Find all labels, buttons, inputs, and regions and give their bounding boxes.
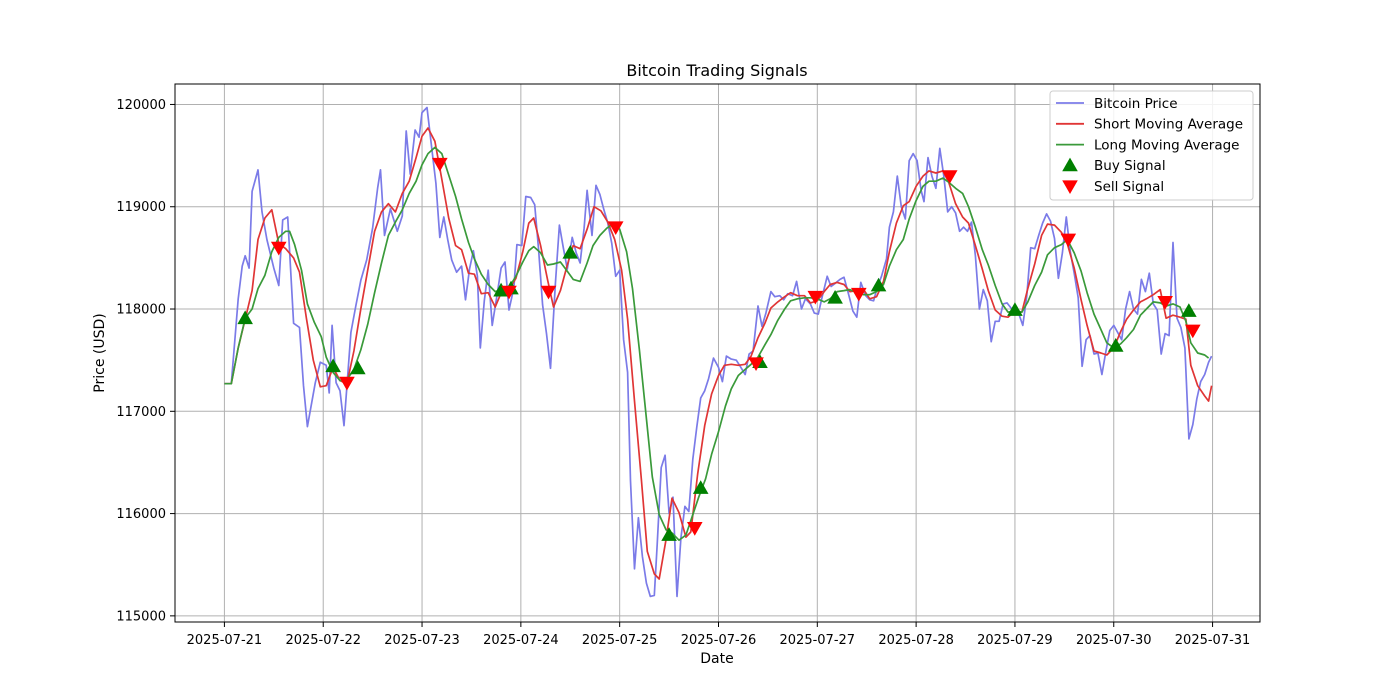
buy-signal-marker — [350, 360, 366, 375]
sell-signal-marker — [1185, 324, 1201, 339]
legend-entry-sell-signal: Sell Signal — [1062, 179, 1164, 195]
sell-signal-marker — [941, 170, 958, 184]
buy-signal-marker — [325, 358, 341, 373]
legend-label: Short Moving Average — [1094, 117, 1243, 133]
legend-marker-swatch — [1062, 180, 1078, 194]
x-tick-label: 2025-07-25 — [582, 633, 658, 648]
long-moving-average-line — [224, 146, 1210, 542]
x-tick-label: 2025-07-29 — [977, 633, 1053, 648]
sell-signal-marker — [1157, 296, 1173, 310]
legend-entry-buy-signal: Buy Signal — [1062, 157, 1166, 174]
legend-label: Sell Signal — [1094, 179, 1164, 195]
buy-signal-marker — [1007, 302, 1023, 316]
legend-entry-bitcoin-price: Bitcoin Price — [1056, 96, 1178, 112]
short-moving-average-line — [224, 127, 1213, 580]
sell-signal-marker — [540, 285, 557, 300]
x-tick-label: 2025-07-28 — [878, 633, 954, 648]
legend: Bitcoin Price Short Moving Average Long Mo… — [1049, 90, 1254, 201]
legend-entry-long-moving-average: Long Moving Average — [1056, 137, 1239, 153]
y-tick-label: 116000 — [116, 507, 166, 522]
legend-marker-swatch — [1062, 157, 1078, 172]
buy-signal-marker — [692, 480, 709, 494]
sell-signal-marker — [1060, 233, 1077, 248]
y-tick-label: 117000 — [116, 405, 166, 420]
x-tick-label: 2025-07-24 — [483, 633, 559, 648]
buy-signal-marker — [1181, 303, 1197, 317]
plot-area — [224, 106, 1213, 598]
y-tick-label: 120000 — [116, 98, 166, 113]
y-tick-label: 115000 — [116, 609, 166, 624]
sell-signal-marker — [686, 522, 703, 536]
x-tick-label: 2025-07-23 — [384, 633, 460, 648]
buy-signal-marker — [870, 277, 887, 292]
sell-signal-marker — [851, 287, 867, 302]
buy-signal-marker — [827, 289, 843, 304]
y-tick-label: 118000 — [116, 303, 166, 318]
bitcoin-price-line — [224, 106, 1213, 598]
x-tick-label: 2025-07-22 — [285, 633, 361, 648]
buy-signal-marker — [1107, 338, 1124, 352]
buy-signal-marker — [237, 310, 253, 325]
sell-signal-marker — [432, 157, 448, 172]
y-axis: 115000 116000 117000 118000 119000 120000 — [116, 98, 175, 624]
sell-signal-marker — [270, 241, 287, 256]
legend-label: Bitcoin Price — [1094, 96, 1178, 112]
x-tick-label: 2025-07-21 — [187, 633, 263, 648]
axes-frame — [174, 83, 1261, 623]
sell-signal-marker — [501, 285, 517, 300]
legend-box — [1049, 90, 1254, 201]
x-tick-label: 2025-07-27 — [780, 633, 856, 648]
x-tick-label: 2025-07-30 — [1076, 633, 1152, 648]
x-tick-label: 2025-07-31 — [1175, 633, 1251, 648]
x-tick-label: 2025-07-26 — [681, 633, 757, 648]
y-axis-label: Price (USD) — [92, 313, 108, 392]
sell-signal-marker — [807, 290, 824, 305]
x-axis-label: Date — [700, 651, 733, 667]
buy-signal-marker — [661, 527, 677, 541]
x-axis: 2025-07-21 2025-07-22 2025-07-23 2025-07-24… — [187, 622, 1251, 648]
chart-title: Bitcoin Trading Signals — [626, 61, 807, 80]
buy-signal-marker — [562, 244, 579, 259]
sell-signal-marker — [748, 357, 764, 372]
y-tick-label: 119000 — [116, 200, 166, 215]
grid-lines — [175, 84, 1260, 622]
legend-entry-short-moving-average: Short Moving Average — [1056, 117, 1243, 133]
legend-label: Long Moving Average — [1094, 137, 1239, 153]
legend-label: Buy Signal — [1094, 158, 1166, 174]
sell-signal-marker — [339, 376, 355, 391]
sell-signal-marker — [607, 221, 624, 235]
